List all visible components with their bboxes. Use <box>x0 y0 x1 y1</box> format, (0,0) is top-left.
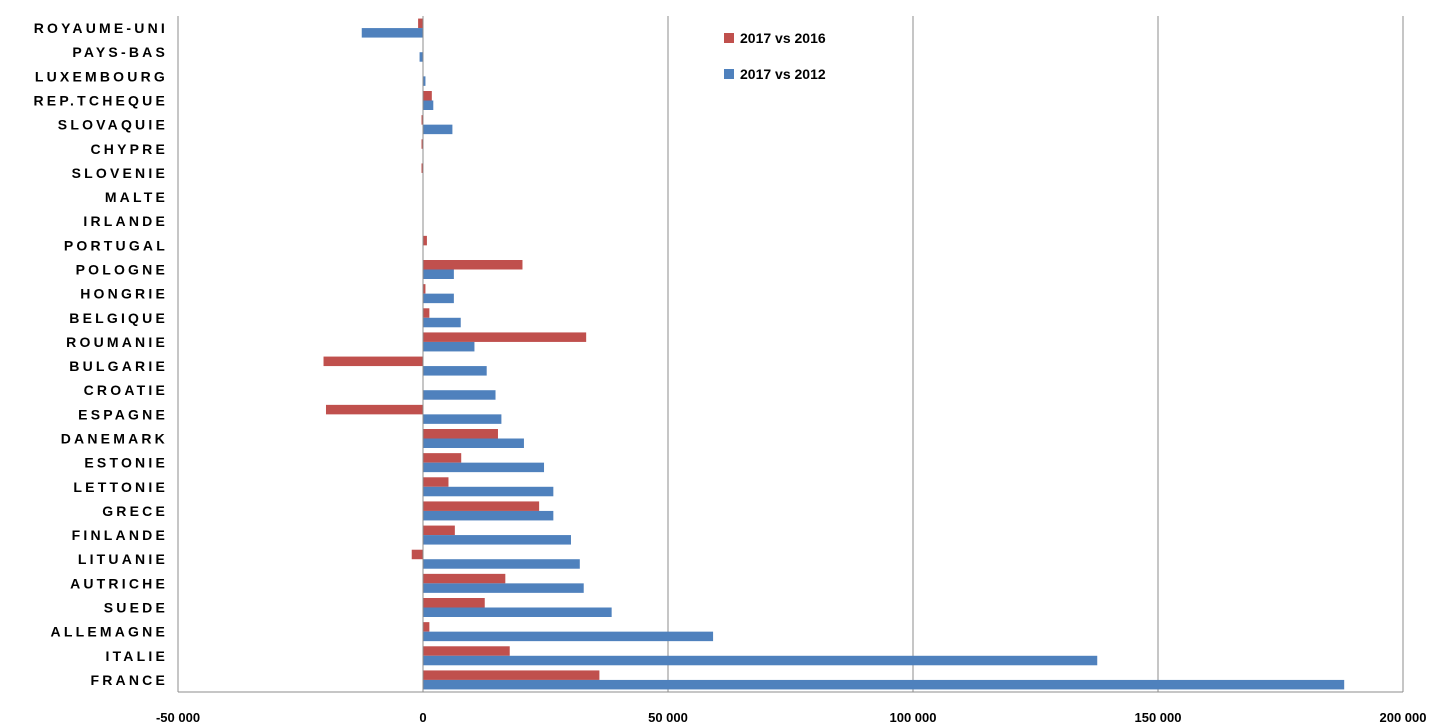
category-label: CHYPRE <box>90 141 168 157</box>
category-label: AUTRICHE <box>70 575 168 591</box>
bar-2017-vs-2016 <box>423 622 430 632</box>
bar-2017-vs-2016 <box>423 235 427 246</box>
category-label: FINLANDE <box>72 527 168 543</box>
bar-2017-vs-2016 <box>411 549 423 560</box>
category-label: POLOGNE <box>76 262 168 278</box>
bar-2017-vs-2012 <box>423 293 454 304</box>
bar-2017-vs-2016 <box>423 429 498 439</box>
category-label: MALTE <box>105 189 168 205</box>
bar-2017-vs-2012 <box>423 390 496 400</box>
category-label: LUXEMBOURG <box>35 68 168 84</box>
bar-2017-vs-2012 <box>423 486 554 497</box>
bar-2017-vs-2016 <box>423 573 506 584</box>
category-label: REP.TCHEQUE <box>33 93 168 109</box>
bar-2017-vs-2016 <box>423 670 600 680</box>
category-label: PORTUGAL <box>64 237 168 253</box>
bar-2017-vs-2016 <box>423 284 426 294</box>
category-label: ITALIE <box>106 648 169 664</box>
category-label: BULGARIE <box>69 358 168 374</box>
legend-swatch <box>724 69 734 79</box>
bar-2017-vs-2016 <box>423 477 449 487</box>
bar-2017-vs-2016 <box>421 139 423 149</box>
category-label: BELGIQUE <box>69 310 168 326</box>
legend-label: 2017 vs 2016 <box>740 30 826 46</box>
bar-2017-vs-2016 <box>423 453 462 463</box>
bar-2017-vs-2012 <box>423 414 502 424</box>
legend-swatch <box>724 33 734 43</box>
bar-2017-vs-2012 <box>423 510 554 521</box>
bar-2017-vs-2016 <box>418 18 423 29</box>
bar-2017-vs-2012 <box>423 317 461 328</box>
bar-2017-vs-2012 <box>423 341 475 352</box>
bar-2017-vs-2012 <box>423 462 545 473</box>
bar-2017-vs-2012 <box>423 535 571 545</box>
x-tick-label: 50 000 <box>648 710 688 724</box>
category-label: CROATIE <box>84 382 168 398</box>
x-tick-label: 150 000 <box>1135 710 1182 724</box>
bar-2017-vs-2016 <box>423 525 455 536</box>
bar-2017-vs-2012 <box>423 76 426 86</box>
x-tick-label: 200 000 <box>1380 710 1427 724</box>
category-label: ESPAGNE <box>78 406 168 422</box>
bar-2017-vs-2016 <box>423 308 430 318</box>
bar-2017-vs-2012 <box>423 269 454 279</box>
category-label: PAYS-BAS <box>72 44 168 60</box>
category-label: HONGRIE <box>80 286 168 302</box>
bar-2017-vs-2016 <box>421 163 423 173</box>
category-label: DANEMARK <box>61 431 168 447</box>
category-label: ALLEMAGNE <box>51 624 168 640</box>
x-tick-label: 0 <box>419 710 426 724</box>
category-label: ROYAUME-UNI <box>34 20 168 36</box>
bar-2017-vs-2012 <box>423 124 453 135</box>
category-label: IRLANDE <box>83 213 168 229</box>
bar-2017-vs-2012 <box>423 438 524 448</box>
bar-2017-vs-2012 <box>423 100 434 110</box>
bar-2017-vs-2012 <box>423 679 1345 690</box>
x-tick-label: 100 000 <box>890 710 937 724</box>
bar-2017-vs-2012 <box>423 559 580 569</box>
category-label: SLOVENIE <box>72 165 168 181</box>
x-tick-label: -50 000 <box>156 710 200 724</box>
bar-2017-vs-2016 <box>423 646 510 656</box>
category-label: LETTONIE <box>73 479 168 495</box>
bar-2017-vs-2016 <box>423 332 587 342</box>
bar-2017-vs-2012 <box>423 631 714 642</box>
bar-2017-vs-2016 <box>421 115 423 125</box>
bar-2017-vs-2012 <box>419 52 423 62</box>
category-label: GRECE <box>102 503 168 519</box>
bar-2017-vs-2016 <box>423 260 523 270</box>
category-label: ESTONIE <box>84 455 168 471</box>
category-label: ROUMANIE <box>66 334 168 350</box>
category-label: SUEDE <box>104 600 168 616</box>
bar-2017-vs-2012 <box>423 607 612 617</box>
bar-2017-vs-2016 <box>423 598 485 608</box>
bar-2017-vs-2012 <box>423 366 487 376</box>
bar-2017-vs-2016 <box>325 404 423 415</box>
bar-2017-vs-2012 <box>423 655 1098 666</box>
category-label: LITUANIE <box>78 551 168 567</box>
bar-2017-vs-2012 <box>423 583 584 593</box>
legend-label: 2017 vs 2012 <box>740 66 826 82</box>
category-label: FRANCE <box>90 672 168 688</box>
bar-2017-vs-2012 <box>361 28 423 38</box>
bar-2017-vs-2016 <box>423 501 540 511</box>
bar-2017-vs-2016 <box>423 91 432 101</box>
category-label: SLOVAQUIE <box>58 117 168 133</box>
bar-2017-vs-2016 <box>323 356 423 367</box>
